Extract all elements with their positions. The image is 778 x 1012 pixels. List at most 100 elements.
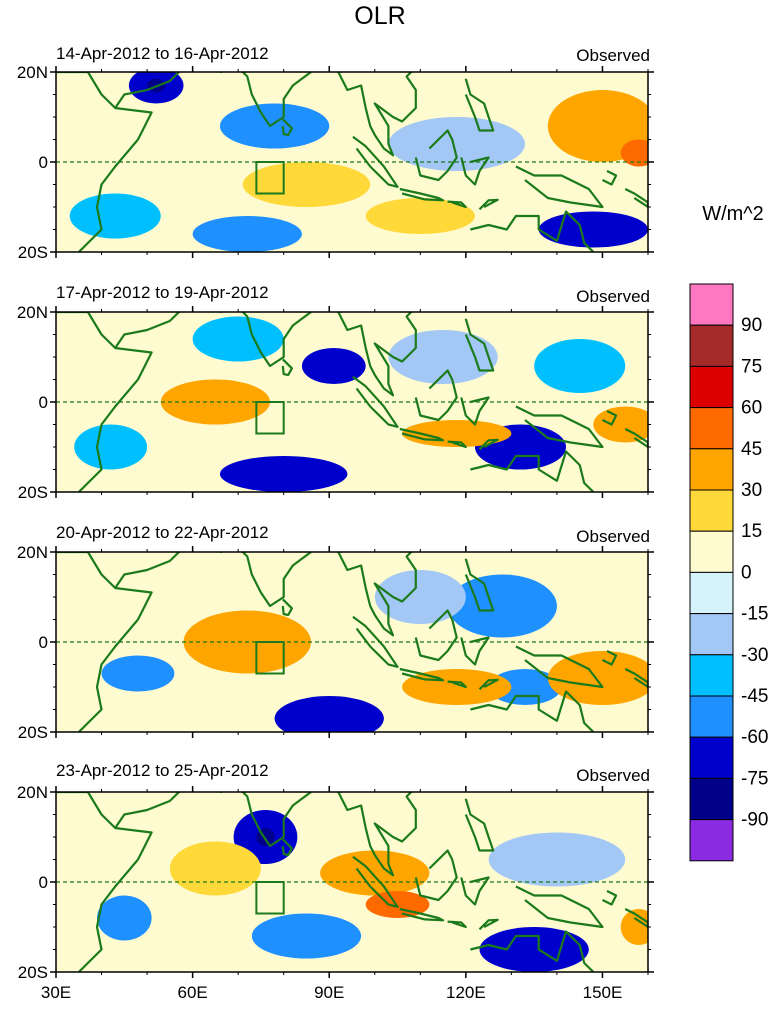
- y-tick-label: 0: [39, 393, 48, 412]
- coastline: [602, 890, 618, 906]
- panel-3-field: [56, 552, 648, 732]
- y-tick-label: 20N: [17, 543, 48, 562]
- coastline: [478, 918, 499, 931]
- anomaly-patch: [365, 198, 475, 234]
- region-box: [255, 881, 285, 915]
- anomaly-patch: [534, 339, 626, 393]
- coastline: [460, 636, 490, 666]
- anomaly-patch: [320, 850, 430, 896]
- coastline: [352, 375, 399, 428]
- anomaly-patch: [538, 211, 648, 248]
- colorbar-swatch: [689, 489, 734, 532]
- colorbar-tick-label: -90: [741, 810, 768, 831]
- coastline: [352, 615, 399, 668]
- coastline: [515, 645, 604, 689]
- colorbar-units: W/m^2: [702, 203, 764, 225]
- anomaly-patch: [192, 316, 284, 362]
- colorbar-tick-label: -30: [741, 645, 768, 666]
- panel-2-field: [56, 312, 648, 492]
- anomaly-patch: [219, 456, 348, 492]
- panel-1-label: Observed: [576, 46, 650, 65]
- panel-3-period: 20-Apr-2012 to 22-Apr-2012: [56, 523, 269, 542]
- coastline: [602, 650, 618, 666]
- coastline: [602, 410, 618, 426]
- coastline: [460, 156, 490, 186]
- coastline: [478, 678, 499, 691]
- colorbar-swatch: [689, 654, 734, 697]
- colorbar-tick-label: 60: [741, 398, 762, 419]
- coastline: [478, 198, 499, 211]
- coastline: [281, 118, 293, 137]
- panel-1-field: [56, 72, 648, 252]
- x-tick-label: 90E: [314, 983, 344, 1002]
- coastline: [515, 405, 604, 449]
- coastline: [478, 438, 499, 451]
- colorbar-tick-label: 75: [741, 356, 762, 377]
- colorbar-tick-label: 0: [741, 562, 752, 583]
- panel-1-period: 14-Apr-2012 to 16-Apr-2012: [56, 44, 269, 63]
- panel-3-label: Observed: [576, 527, 650, 546]
- colorbar-tick-label: 15: [741, 521, 762, 542]
- coastline: [337, 312, 417, 397]
- x-tick-label: 150E: [583, 983, 623, 1002]
- y-tick-label: 20S: [18, 963, 48, 982]
- y-tick-label: 20N: [17, 783, 48, 802]
- coastline: [399, 187, 445, 202]
- coastline: [460, 876, 490, 906]
- x-tick-label: 120E: [446, 983, 486, 1002]
- colorbar-tick-label: 45: [741, 439, 762, 460]
- anomaly-patch: [69, 193, 161, 239]
- panel-2-label: Observed: [576, 287, 650, 306]
- colorbar-swatch: [689, 695, 734, 738]
- map-panel-4: 23-Apr-2012 to 25-Apr-2012 Observed 20N 0…: [17, 761, 654, 982]
- coastline: [114, 72, 180, 109]
- coastline: [281, 838, 293, 857]
- panel-4-field: [56, 792, 648, 972]
- anomaly-patch: [219, 103, 330, 149]
- coastline: [219, 72, 312, 128]
- coastline: [414, 369, 458, 422]
- region-box: [255, 401, 285, 435]
- coastline: [470, 210, 595, 252]
- y-tick-label: 20N: [17, 63, 48, 82]
- coastline: [464, 558, 495, 612]
- anomaly-patch: [388, 117, 526, 171]
- coastline: [460, 396, 490, 426]
- coastline: [414, 849, 458, 902]
- coastline: [399, 667, 445, 682]
- coastline: [464, 78, 495, 132]
- panel-2-period: 17-Apr-2012 to 19-Apr-2012: [56, 283, 269, 302]
- anomaly-patch: [488, 832, 626, 887]
- coastline: [515, 165, 604, 209]
- coastline: [470, 930, 595, 972]
- y-tick-label: 0: [39, 633, 48, 652]
- coastline: [470, 690, 595, 732]
- colorbar-swatch: [689, 448, 734, 491]
- anomaly-patch: [192, 216, 302, 252]
- anomaly-patch: [274, 696, 384, 732]
- colorbar-swatch: [689, 571, 734, 615]
- colorbar-tick-label: -45: [741, 686, 768, 707]
- coastline: [447, 440, 467, 449]
- coastline: [219, 792, 312, 848]
- coastline: [219, 312, 312, 368]
- region-box: [255, 641, 285, 675]
- y-tick-label: 20S: [18, 243, 48, 262]
- anomaly-patch: [74, 424, 148, 470]
- x-tick-label: 60E: [177, 983, 207, 1002]
- coastline: [352, 855, 399, 908]
- y-tick-label: 0: [39, 873, 48, 892]
- panel-4-label: Observed: [576, 766, 650, 785]
- colorbar-swatch: [689, 324, 734, 367]
- anomaly-patch: [96, 895, 152, 941]
- coastline: [470, 450, 595, 492]
- anomaly-patch: [374, 570, 466, 624]
- coastline: [515, 885, 604, 929]
- anomaly-patch: [402, 669, 512, 705]
- coastline: [281, 598, 293, 617]
- colorbar: W/m^2 90 75 60 45 30 15 0 -15 -30 -45 -60 -75 -90: [689, 203, 768, 862]
- coastline: [352, 135, 399, 188]
- coastline: [399, 907, 445, 922]
- anomaly-patch: [169, 841, 261, 896]
